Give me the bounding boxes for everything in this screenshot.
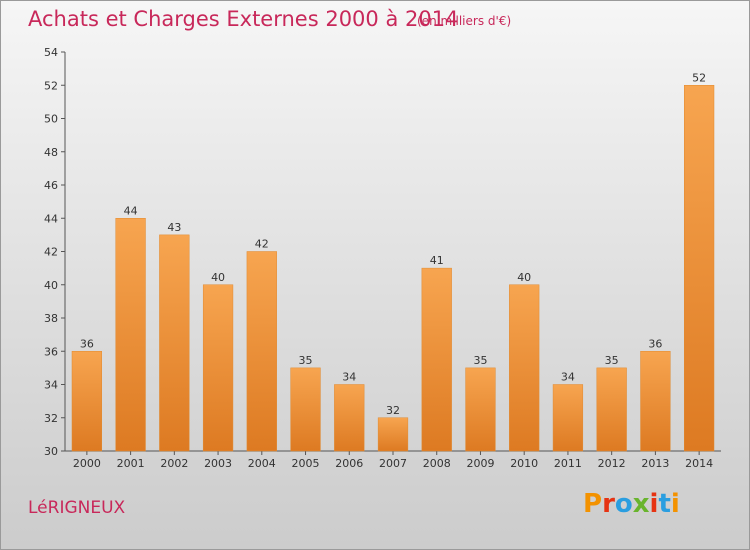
bar: [334, 384, 365, 452]
x-tick-label: 2001: [117, 457, 145, 470]
y-tick-label: 54: [44, 46, 58, 59]
data-label: 32: [386, 404, 400, 417]
data-label: 35: [473, 354, 487, 367]
y-tick-label: 52: [44, 79, 58, 92]
logo-letter: r: [602, 489, 615, 519]
data-label: 35: [299, 354, 313, 367]
y-tick-label: 50: [44, 113, 58, 126]
bars: [71, 85, 715, 452]
x-tick-label: 2007: [379, 457, 407, 470]
x-tick-label: 2011: [554, 457, 582, 470]
x-tick-label: 2008: [423, 457, 451, 470]
x-tick-label: 2009: [466, 457, 494, 470]
data-label: 36: [648, 337, 662, 350]
logo-letter: i: [649, 489, 659, 519]
x-tick-label: 2005: [292, 457, 320, 470]
data-label: 40: [517, 271, 531, 284]
x-tick-label: 2002: [160, 457, 188, 470]
bar: [290, 367, 321, 452]
data-label: 43: [167, 221, 181, 234]
bar: [71, 351, 102, 452]
y-tick-label: 36: [44, 345, 58, 358]
data-label: 35: [605, 354, 619, 367]
bar: [465, 367, 496, 452]
bar: [596, 367, 627, 452]
bar: [509, 284, 540, 452]
x-tick-label: 2004: [248, 457, 276, 470]
bar: [159, 234, 190, 452]
logo-letter: P: [583, 489, 603, 519]
x-tick-label: 2006: [335, 457, 363, 470]
x-tick-label: 2014: [685, 457, 713, 470]
logo-letter: o: [614, 489, 633, 519]
bar: [640, 351, 671, 452]
proxiti-logo: Proxiti: [583, 489, 680, 519]
commune-name: LéRIGNEUX: [28, 498, 126, 518]
bar: [246, 251, 277, 452]
chart-title: Achats et Charges Externes 2000 à 2014: [28, 7, 459, 31]
y-tick-label: 44: [44, 212, 58, 225]
data-label: 34: [561, 371, 575, 384]
x-tick-label: 2012: [598, 457, 626, 470]
y-tick-label: 46: [44, 179, 58, 192]
logo-letter: i: [670, 489, 680, 519]
data-label: 40: [211, 271, 225, 284]
data-label: 44: [124, 204, 138, 217]
x-tick-label: 2003: [204, 457, 232, 470]
bar: [115, 218, 146, 452]
y-tick-label: 40: [44, 279, 58, 292]
x-tick-label: 2013: [641, 457, 669, 470]
logo-letter: t: [658, 489, 671, 519]
data-label: 52: [692, 71, 706, 84]
y-tick-label: 42: [44, 246, 58, 259]
y-tick-label: 30: [44, 445, 58, 458]
bar: [377, 417, 409, 452]
y-tick-label: 48: [44, 146, 58, 159]
bar: [684, 85, 715, 452]
y-tick-label: 34: [44, 379, 58, 392]
x-tick-label: 2010: [510, 457, 538, 470]
y-tick-label: 38: [44, 312, 58, 325]
bar: [202, 284, 234, 452]
x-tick-label: 2000: [73, 457, 101, 470]
bar: [552, 384, 584, 452]
bar: [421, 267, 452, 452]
data-label: 42: [255, 238, 269, 251]
labels: 2000 36 2001 44 2002 43 2003 40 2004 42 2005 35 2006…: [73, 71, 713, 470]
data-label: 34: [342, 371, 356, 384]
data-label: 41: [430, 254, 444, 267]
logo-letter: x: [632, 489, 650, 519]
y-tick-label: 32: [44, 412, 58, 425]
data-label: 36: [80, 337, 94, 350]
chart-subtitle: (en milliers d'€): [417, 14, 512, 28]
axes: 30 32 34 36 38 40 42 44 46 48 50 52 54: [44, 46, 721, 458]
